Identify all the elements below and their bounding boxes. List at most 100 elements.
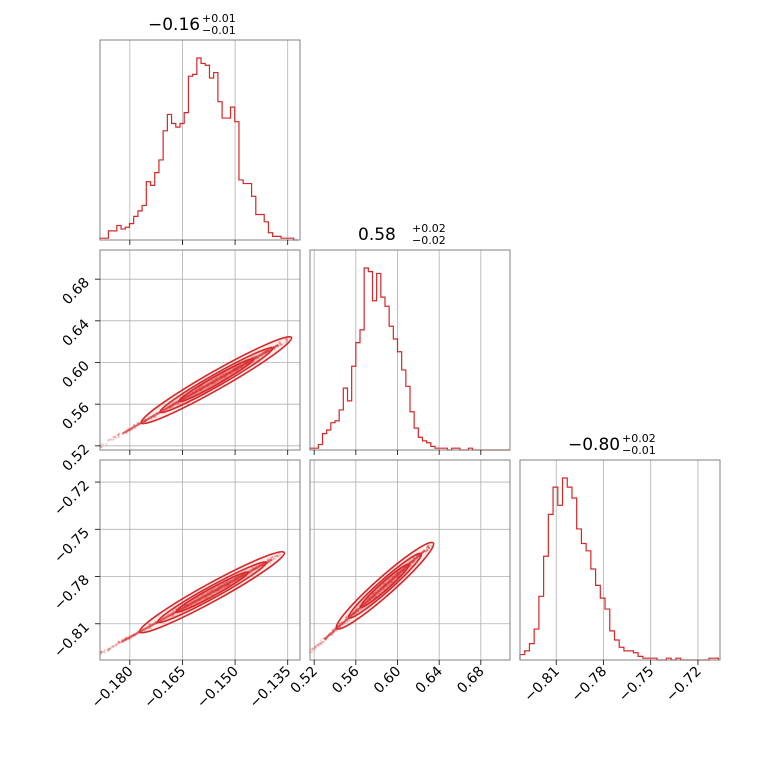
x-tick-label: −0.81 <box>521 664 563 706</box>
x-tick-label: −0.165 <box>141 664 189 712</box>
scatter-point <box>345 615 348 618</box>
scatter-point <box>219 379 222 382</box>
scatter-point <box>109 438 112 441</box>
x-tick-label: 0.60 <box>371 664 404 697</box>
scatter-point <box>348 619 351 622</box>
scatter-point <box>103 651 106 654</box>
scatter-point <box>109 647 112 650</box>
scatter-point <box>172 401 175 404</box>
scatter-point <box>172 609 175 612</box>
scatter-point <box>226 580 229 583</box>
panel-frame <box>309 459 511 661</box>
scatter-point <box>271 556 274 559</box>
scatter-point <box>112 438 115 441</box>
scatter-point <box>426 546 429 549</box>
scatter-point <box>251 571 254 574</box>
scatter-point <box>254 359 257 362</box>
panel-frame <box>99 39 301 241</box>
scatter-point <box>319 642 322 645</box>
scatter-point <box>276 554 279 557</box>
y-tick-label: −0.81 <box>51 619 93 661</box>
scatter-point <box>314 646 317 649</box>
scatter-point <box>117 434 120 437</box>
histogram-3 <box>519 477 720 661</box>
scatter-point <box>120 641 123 644</box>
panel-title-3: −0.80 <box>568 435 620 455</box>
scatter-point <box>388 583 391 586</box>
scatter-point <box>314 646 317 649</box>
scatter-point <box>147 623 150 626</box>
scatter-point <box>108 647 111 650</box>
scatter-point <box>113 436 116 439</box>
scatter-point <box>117 434 120 437</box>
title-upper-error: +0.01 <box>202 12 236 25</box>
scatter-point <box>106 649 109 652</box>
scatter-point <box>427 545 430 548</box>
scatter-point <box>285 338 288 341</box>
scatter-point <box>428 547 431 550</box>
scatter-point <box>322 637 325 640</box>
title-lower-error: −0.01 <box>622 444 656 457</box>
scatter-point <box>347 620 350 623</box>
scatter-point <box>275 555 278 558</box>
scatter-point <box>344 616 347 619</box>
scatter-point <box>319 639 322 642</box>
scatter-point <box>280 343 283 346</box>
scatter-point <box>410 564 413 567</box>
scatter-point <box>201 384 204 387</box>
scatter-point <box>319 643 322 646</box>
panel-frame <box>519 459 721 661</box>
scatter-point <box>100 445 103 448</box>
x-tick-label: −0.180 <box>89 664 137 712</box>
scatter-point <box>111 645 114 648</box>
scatter-point <box>144 629 147 632</box>
scatter-point <box>195 388 198 391</box>
scatter-point <box>205 596 208 599</box>
panel-title-2: 0.58 <box>358 225 396 245</box>
scatter-point <box>222 582 225 585</box>
scatter-point <box>345 616 348 619</box>
y-tick-label: −0.72 <box>51 478 93 520</box>
scatter-point <box>425 549 428 552</box>
y-tick-label: 0.56 <box>59 400 92 433</box>
title-upper-error: +0.02 <box>622 432 656 445</box>
scatter-point <box>315 643 318 646</box>
scatter-point <box>425 549 428 552</box>
scatter-point <box>317 644 320 647</box>
scatter-point <box>276 554 279 557</box>
panel-frame <box>309 249 511 451</box>
x-tick-label: −0.78 <box>569 664 611 706</box>
histogram-2 <box>309 267 510 451</box>
panel-frame <box>99 459 301 661</box>
scatter-point <box>426 546 429 549</box>
scatter-point <box>115 644 118 647</box>
scatter-point <box>107 647 110 650</box>
scatter-point <box>111 645 114 648</box>
scatter-point <box>234 370 237 373</box>
scatter-point <box>114 643 117 646</box>
scatter-point <box>108 438 111 441</box>
scatter-point <box>426 549 429 552</box>
title-upper-error: +0.02 <box>412 222 446 235</box>
scatter-point <box>278 552 281 555</box>
density-ridge <box>121 343 279 435</box>
x-tick-label: 0.56 <box>329 663 362 696</box>
scatter-point <box>107 649 110 652</box>
scatter-point <box>101 650 104 653</box>
scatter-point <box>314 646 317 649</box>
x-tick-label: 0.52 <box>288 664 321 697</box>
scatter-point <box>100 651 103 654</box>
scatter-point <box>223 376 226 379</box>
scatter-point <box>313 645 316 648</box>
x-tick-label: −0.72 <box>663 664 705 706</box>
scatter-point <box>274 555 277 558</box>
scatter-point <box>286 340 289 343</box>
scatter-point <box>338 621 341 624</box>
scatter-point <box>271 556 274 559</box>
scatter-point <box>118 641 121 644</box>
scatter-point <box>224 371 227 374</box>
scatter-point <box>285 338 288 341</box>
scatter-point <box>210 589 213 592</box>
scatter-point <box>390 580 393 583</box>
